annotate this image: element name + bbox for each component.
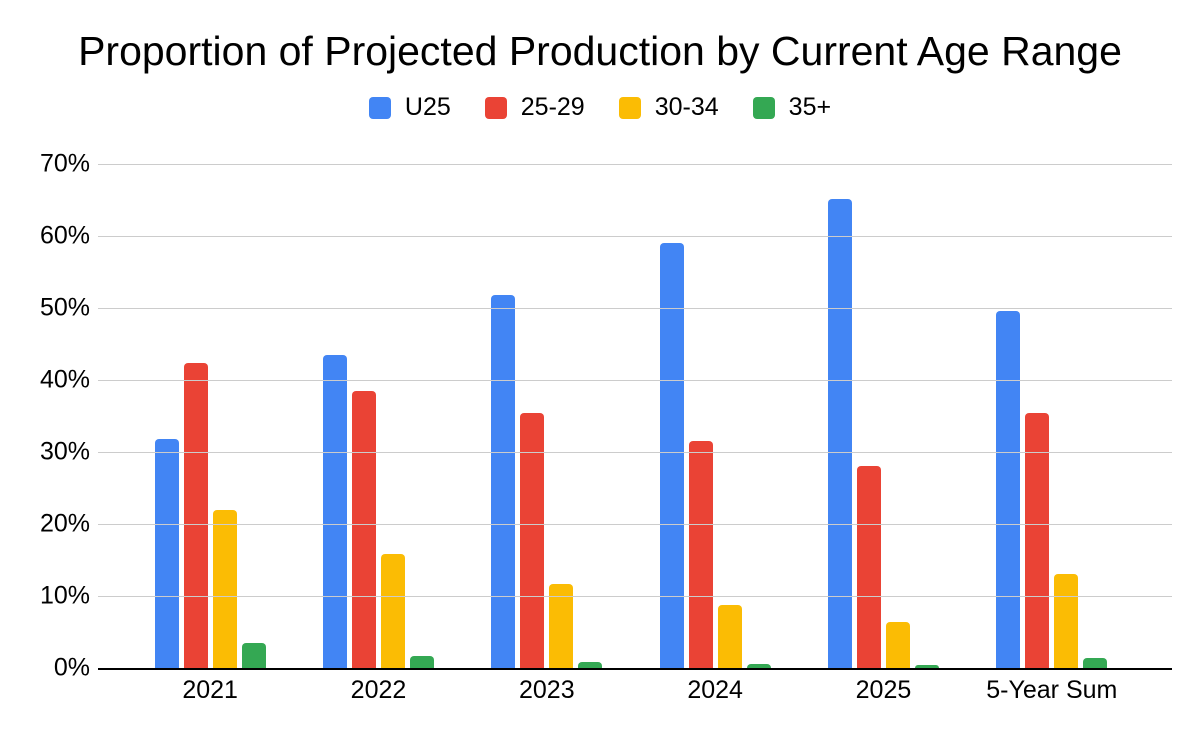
bar-u25-2023 <box>491 295 516 668</box>
bar-u25-2022 <box>322 355 347 668</box>
bar-30-34-2025 <box>885 622 910 668</box>
y-axis-tick-label: 40% <box>39 365 90 394</box>
legend-label: 35+ <box>788 93 832 121</box>
bar-30-34-5-year-sum <box>1054 574 1079 668</box>
bar-35-2025 <box>914 665 939 668</box>
bar-25-29-2025 <box>856 466 881 668</box>
gridline-50pct <box>98 308 1172 309</box>
bar-group-2024 <box>631 164 799 668</box>
legend-swatch-icon <box>484 96 507 119</box>
y-axis-labels: 0% 10% 20% 30% 40% 50% 60% 70% <box>0 0 90 742</box>
bar-30-34-2022 <box>380 554 405 668</box>
bar-35-2021 <box>241 643 266 668</box>
gridline-30pct <box>98 452 1172 453</box>
bar-35-2022 <box>409 656 434 668</box>
y-axis-tick-label: 20% <box>39 509 90 538</box>
legend-item-30-34: 30-34 <box>618 93 719 121</box>
x-axis-category-label: 2023 <box>519 676 575 704</box>
bar-u25-2024 <box>659 243 684 668</box>
gridline-10pct <box>98 596 1172 597</box>
legend-item-35: 35+ <box>752 93 832 121</box>
legend-label: 30-34 <box>654 93 719 121</box>
bar-30-34-2024 <box>717 605 742 668</box>
legend-item-25-29: 25-29 <box>484 93 585 121</box>
plot-area <box>98 164 1172 670</box>
bar-35-5-year-sum <box>1083 658 1108 668</box>
gridline-70pct <box>98 164 1172 165</box>
y-axis-tick-label: 70% <box>39 149 90 178</box>
x-axis-category-label: 2024 <box>687 676 743 704</box>
bar-25-29-2024 <box>688 441 713 668</box>
x-axis-labels: 2021 2022 2023 2024 2025 5-Year Sum <box>98 678 1172 703</box>
bar-35-2024 <box>746 664 771 668</box>
bar-30-34-2023 <box>549 584 574 668</box>
chart-title: Proportion of Projected Production by Cu… <box>78 28 1122 74</box>
gridline-60pct <box>98 236 1172 237</box>
x-axis-category-label: 2021 <box>182 676 238 704</box>
bar-u25-2021 <box>154 439 179 668</box>
y-axis-tick-label: 60% <box>39 221 90 250</box>
bar-group-2021 <box>126 164 294 668</box>
chart-legend: U25 25-29 30-34 35+ <box>0 95 1200 120</box>
bars-container <box>98 164 1172 668</box>
bar-35-2023 <box>578 662 603 668</box>
legend-swatch-icon <box>368 96 391 119</box>
bar-25-29-2022 <box>351 391 376 668</box>
bar-30-34-2021 <box>212 510 237 668</box>
legend-swatch-icon <box>752 96 775 119</box>
legend-label: 25-29 <box>520 93 585 121</box>
legend-item-u25: U25 <box>368 93 451 121</box>
y-axis-tick-label: 30% <box>39 437 90 466</box>
x-axis-category-label: 2022 <box>350 676 407 704</box>
bar-group-2025 <box>799 164 967 668</box>
bar-25-29-2021 <box>183 363 208 668</box>
legend-swatch-icon <box>618 96 641 119</box>
bar-group-2022 <box>294 164 462 668</box>
bar-u25-2025 <box>827 199 852 668</box>
gridline-40pct <box>98 380 1172 381</box>
bar-u25-5-year-sum <box>996 311 1021 668</box>
x-axis-category-label: 2025 <box>855 676 912 704</box>
gridline-20pct <box>98 524 1172 525</box>
y-axis-tick-label: 10% <box>39 581 90 610</box>
bar-25-29-2023 <box>520 413 545 668</box>
bar-group-5-year-sum <box>968 164 1136 668</box>
y-axis-tick-label: 0% <box>53 653 90 682</box>
bar-group-2023 <box>463 164 631 668</box>
legend-label: U25 <box>404 93 451 121</box>
bar-25-29-5-year-sum <box>1025 413 1050 668</box>
y-axis-tick-label: 50% <box>39 293 90 322</box>
x-axis-category-label: 5-Year Sum <box>986 676 1118 704</box>
